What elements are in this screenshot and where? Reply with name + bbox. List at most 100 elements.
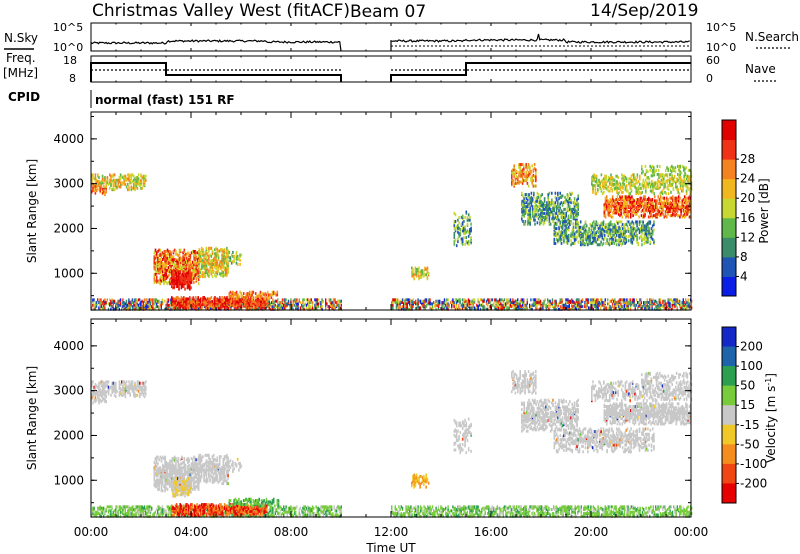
data-cell [178, 260, 181, 264]
data-cell [640, 298, 642, 302]
data-cell [177, 296, 179, 300]
data-cell [111, 188, 113, 192]
data-cell [104, 306, 106, 310]
data-cell [186, 271, 189, 275]
data-cell [513, 305, 515, 309]
data-cell [110, 307, 112, 311]
data-cell [470, 306, 472, 310]
data-cell [588, 235, 590, 239]
data-cell [561, 210, 564, 214]
data-cell [603, 207, 606, 211]
data-cell [193, 256, 195, 260]
data-cell [481, 298, 483, 302]
data-cell [153, 272, 156, 276]
data-cell [279, 306, 281, 310]
data-cell [535, 175, 537, 179]
data-cell [571, 207, 573, 211]
data-cell [172, 286, 174, 290]
data-cell [622, 211, 625, 215]
data-cell [175, 301, 178, 305]
data-cell [653, 302, 656, 306]
data-cell [609, 208, 612, 212]
data-cell [122, 305, 124, 309]
data-cell [229, 258, 232, 262]
data-cell [607, 207, 609, 211]
data-cell [515, 299, 518, 303]
data-cell [603, 236, 606, 240]
data-cell [606, 237, 608, 241]
data-cell [614, 298, 616, 302]
data-cell [653, 299, 656, 303]
data-cell [602, 228, 605, 232]
data-cell [644, 240, 647, 244]
data-cell [170, 298, 172, 302]
data-cell [638, 228, 641, 232]
data-cell [118, 307, 120, 311]
data-cell [593, 239, 595, 243]
data-cell [647, 196, 650, 200]
data-cell [524, 205, 527, 209]
data-cell [575, 303, 578, 307]
data-cell [627, 204, 630, 208]
data-cell [415, 302, 417, 306]
data-cell [178, 282, 180, 286]
data-cell [505, 302, 507, 306]
data-cell [521, 202, 523, 206]
data-cell [448, 303, 450, 307]
data-cell [570, 219, 572, 223]
data-cell [190, 271, 192, 275]
data-cell [633, 303, 635, 307]
data-cell [548, 307, 550, 311]
data-cell [280, 301, 282, 305]
data-cell [129, 174, 131, 178]
data-cell [573, 210, 576, 214]
data-cell [171, 296, 173, 300]
data-cell [611, 305, 614, 309]
data-cell [428, 301, 430, 305]
data-cell [525, 201, 528, 205]
data-cell [202, 258, 204, 262]
data-cell [657, 208, 660, 212]
data-cell [199, 297, 202, 301]
data-cell [553, 202, 555, 206]
data-cell [297, 302, 299, 306]
data-cell [161, 302, 164, 306]
data-cell [595, 220, 598, 224]
data-cell [171, 274, 173, 278]
data-cell [220, 306, 222, 310]
data-cell [454, 213, 457, 217]
data-cell [568, 307, 570, 311]
data-cell [461, 302, 464, 306]
data-cell [328, 298, 330, 302]
data-cell [540, 221, 542, 225]
data-cell [425, 273, 427, 277]
data-cell [93, 177, 95, 181]
data-cell [167, 262, 170, 266]
data-cell [226, 254, 228, 258]
data-cell [416, 306, 418, 310]
data-cell [215, 252, 217, 256]
freq-trace [90, 62, 691, 82]
data-cell [177, 272, 179, 276]
data-cell [213, 300, 215, 304]
data-cell [643, 303, 645, 307]
data-cell [547, 210, 549, 214]
data-cell [529, 209, 531, 213]
data-cell [593, 298, 596, 302]
data-cell [135, 306, 137, 310]
data-cell [541, 193, 543, 197]
nave-tick-top: 60 [706, 54, 720, 67]
data-cell [571, 228, 574, 232]
data-cell [555, 223, 558, 227]
data-cell [172, 297, 174, 301]
data-cell [580, 305, 582, 309]
data-cell [613, 302, 615, 306]
data-cell [630, 232, 632, 236]
data-cell [103, 302, 105, 306]
data-cell [179, 248, 182, 252]
data-cell [457, 226, 459, 230]
data-cell [183, 280, 185, 284]
data-cell [572, 217, 575, 221]
data-cell [523, 164, 525, 168]
data-cell [555, 237, 558, 241]
